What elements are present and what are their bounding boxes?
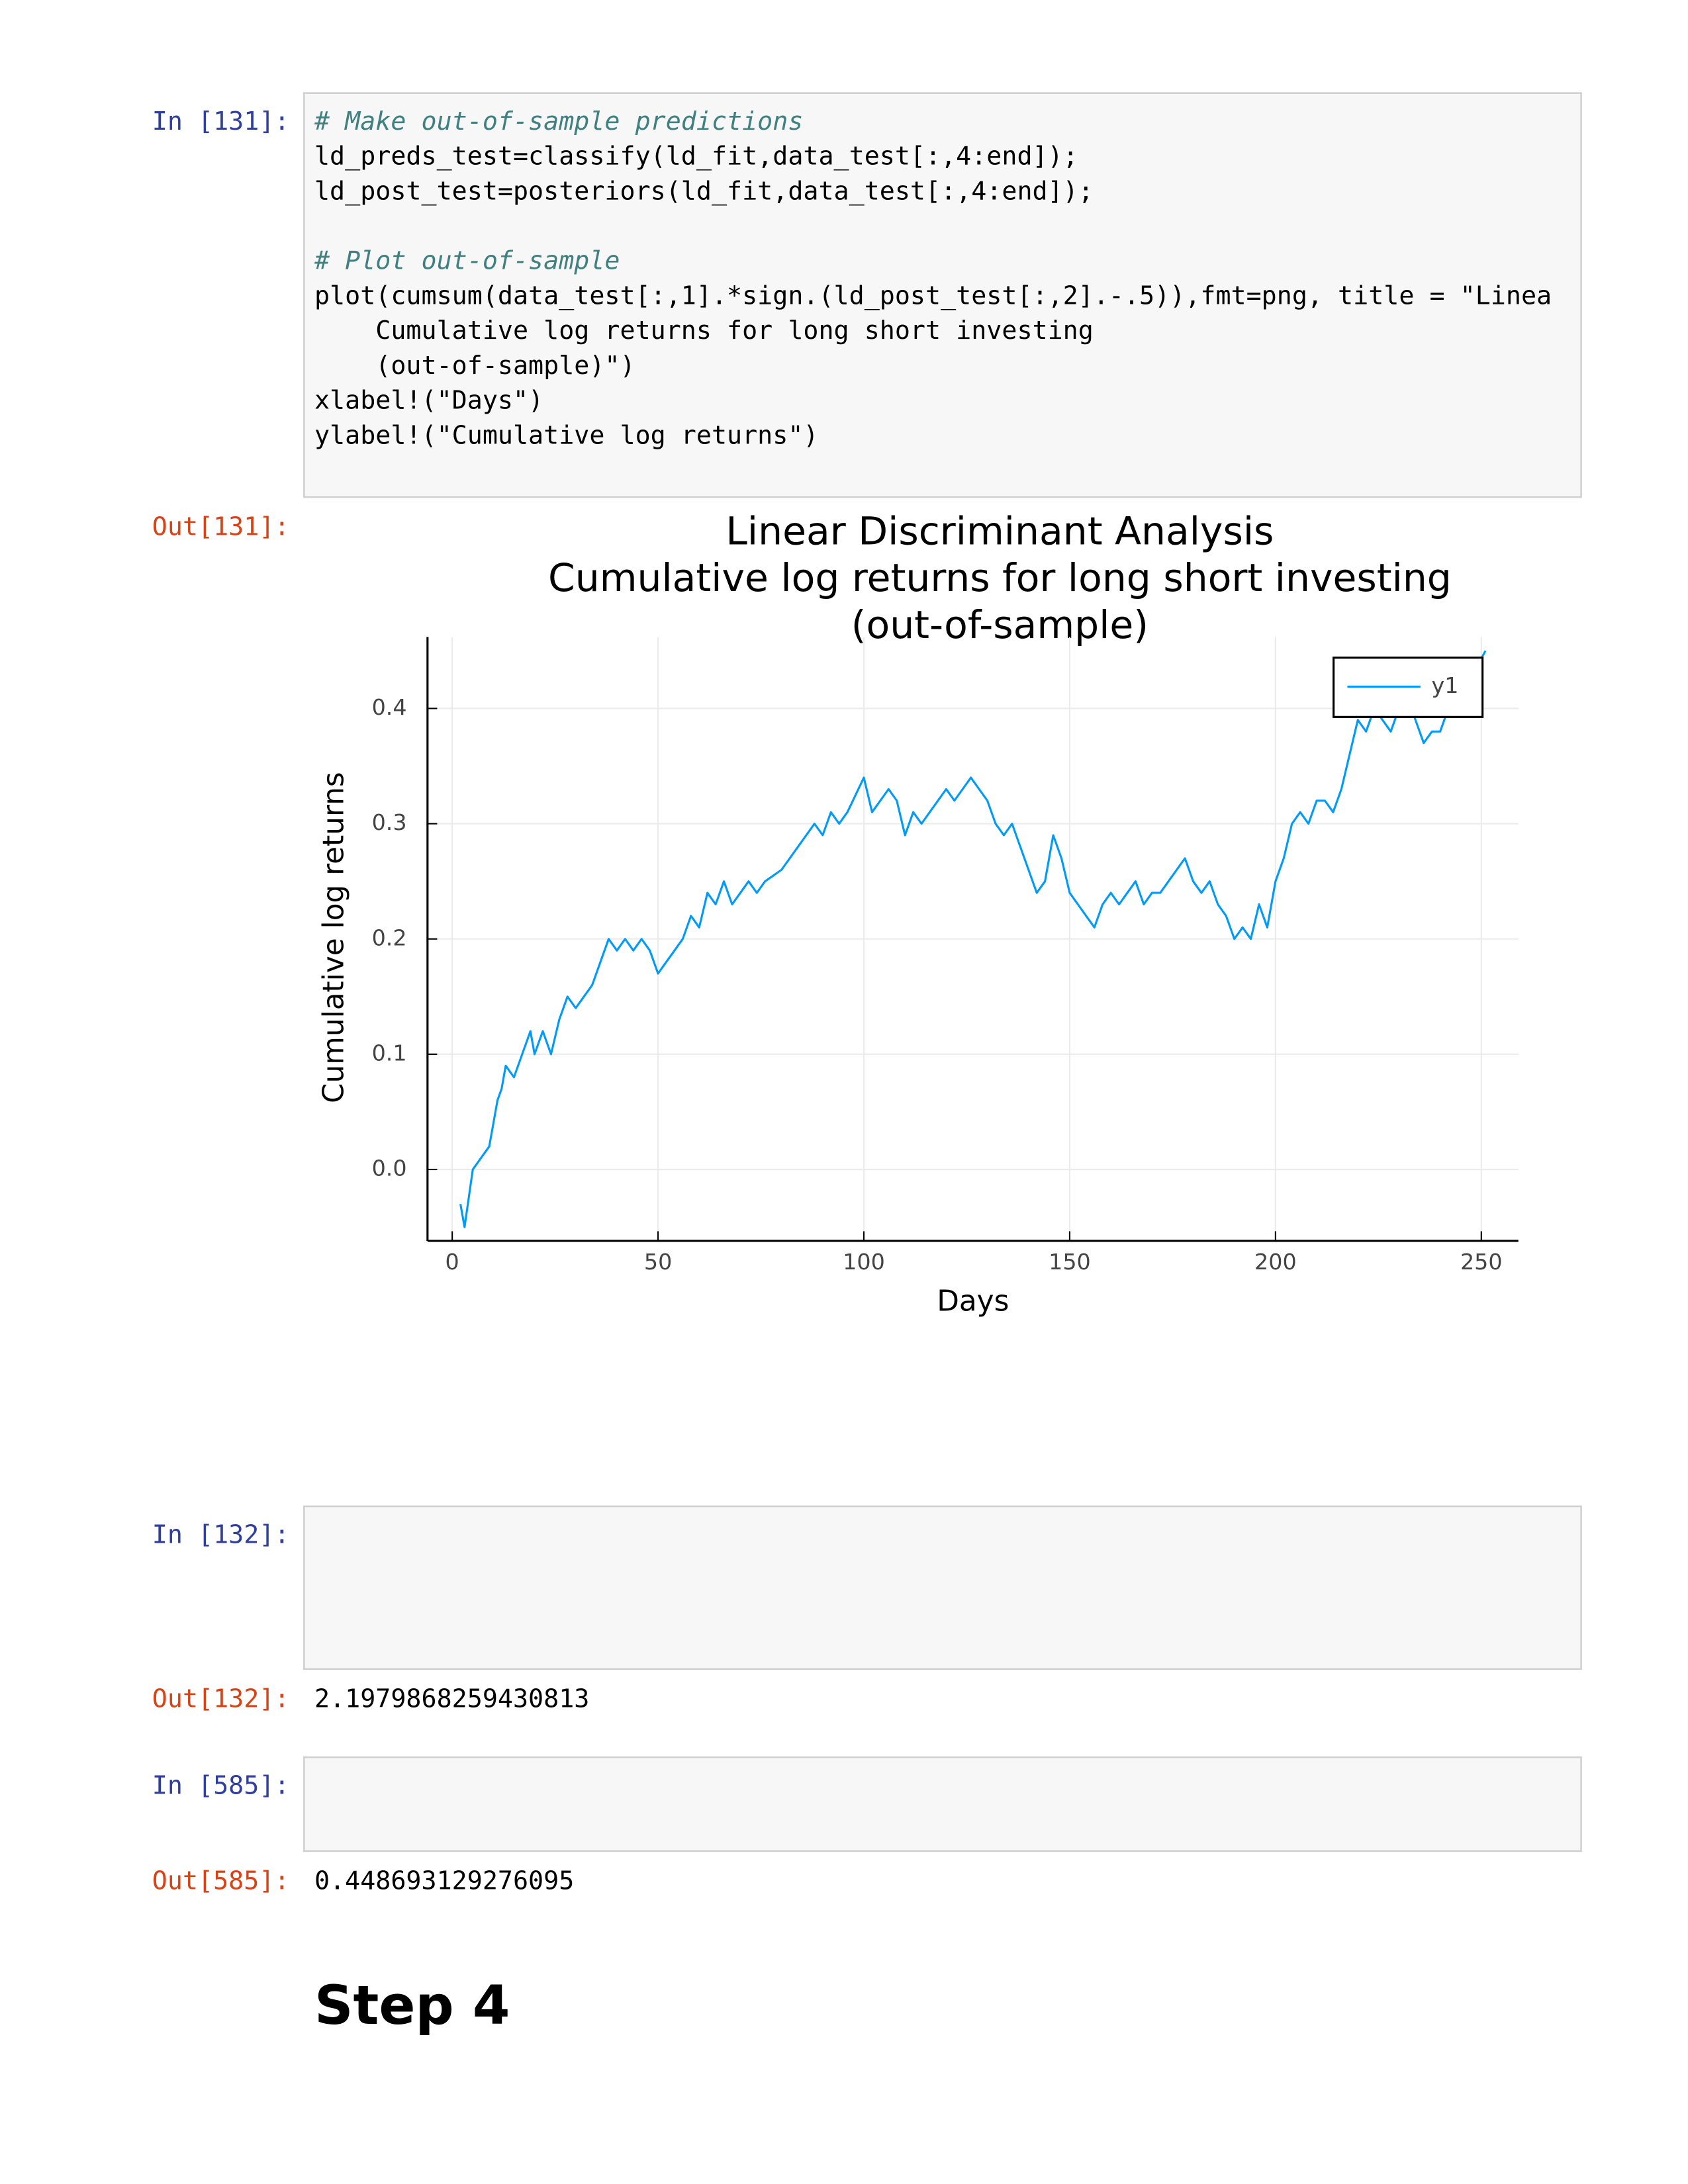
data-line: [459, 650, 1487, 1228]
y-tick-label: 0.1: [372, 1040, 407, 1066]
in-prompt: In [131]:: [152, 107, 290, 136]
code-comment: # Plot out-of-sample: [314, 246, 620, 276]
legend-label: y1: [1432, 672, 1459, 698]
code-comment: # Make out-of-sample predictions: [314, 107, 803, 136]
code-line: plot(cumsum(data_test[:,1].*sign.(ld_pos…: [314, 281, 1552, 310]
output-text: 0.448693129276095: [314, 1866, 574, 1895]
x-tick-label: 100: [843, 1249, 885, 1275]
in-prompt: In [132]:: [152, 1520, 290, 1549]
heading: Step 4: [314, 1975, 510, 2037]
code-line: Cumulative log returns for long short in…: [314, 316, 1094, 345]
out-prompt: Out[132]:: [152, 1684, 290, 1713]
out-prompt: Out[131]:: [152, 512, 290, 541]
chart-title: Cumulative log returns for long short in…: [548, 555, 1452, 600]
y-tick-label: 0.4: [372, 694, 407, 720]
code-line: ld_preds_test=classify(ld_fit,data_test[…: [314, 142, 1078, 171]
x-tick-label: 200: [1254, 1249, 1297, 1275]
y-tick-label: 0.3: [372, 809, 407, 835]
chart-title: Linear Discriminant Analysis: [726, 508, 1274, 553]
y-axis-label: Cumulative log returns: [316, 772, 350, 1103]
x-tick-label: 250: [1460, 1249, 1503, 1275]
code: # Make out-of-sample predictions ld_preds…: [314, 107, 1552, 450]
input-box: [303, 1505, 1582, 1670]
y-tick-label: 0.2: [372, 925, 407, 950]
x-tick-label: 0: [445, 1249, 459, 1275]
chart-title: (out-of-sample): [851, 602, 1149, 647]
code-line: xlabel!("Days"): [314, 386, 543, 416]
x-tick-label: 150: [1049, 1249, 1091, 1275]
input-box: [303, 92, 1582, 498]
out-prompt: Out[585]:: [152, 1866, 290, 1895]
input-box: [303, 1756, 1582, 1852]
in-prompt: In [585]:: [152, 1771, 290, 1801]
code-line: ylabel!("Cumulative log returns"): [314, 420, 819, 450]
x-axis-label: Days: [937, 1285, 1009, 1318]
x-tick-label: 50: [644, 1249, 672, 1275]
y-tick-label: 0.0: [372, 1156, 407, 1181]
output-text: 2.1979868259430813: [314, 1684, 589, 1713]
code-line: (out-of-sample)"): [314, 351, 635, 381]
code-line: ld_post_test=posteriors(ld_fit,data_test…: [314, 176, 1094, 206]
